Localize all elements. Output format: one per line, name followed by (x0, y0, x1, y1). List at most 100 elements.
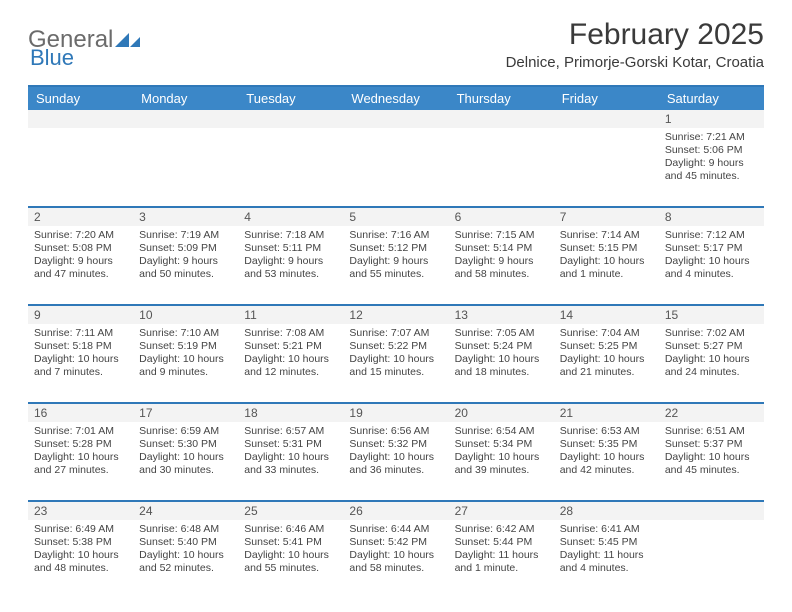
sunrise-text: Sunrise: 6:48 AM (139, 523, 232, 536)
day-cell: Sunrise: 6:49 AMSunset: 5:38 PMDaylight:… (28, 520, 133, 598)
sunrise-text: Sunrise: 6:57 AM (244, 425, 337, 438)
daylight-text: Daylight: 10 hours and 1 minute. (560, 255, 653, 281)
day-number: 21 (554, 404, 659, 422)
sunset-text: Sunset: 5:24 PM (455, 340, 548, 353)
sunrise-text: Sunrise: 7:19 AM (139, 229, 232, 242)
day-number: 6 (449, 208, 554, 226)
sunset-text: Sunset: 5:31 PM (244, 438, 337, 451)
day-number: 13 (449, 306, 554, 324)
day-number: 24 (133, 502, 238, 520)
daylight-text: Daylight: 10 hours and 9 minutes. (139, 353, 232, 379)
day-number-row: 2345678 (28, 206, 764, 226)
day-cell: Sunrise: 7:18 AMSunset: 5:11 PMDaylight:… (238, 226, 343, 304)
day-cell (238, 128, 343, 206)
day-cell (28, 128, 133, 206)
daylight-text: Daylight: 9 hours and 53 minutes. (244, 255, 337, 281)
sunset-text: Sunset: 5:08 PM (34, 242, 127, 255)
sunrise-text: Sunrise: 7:16 AM (349, 229, 442, 242)
day-number (659, 502, 764, 520)
day-cell: Sunrise: 7:20 AMSunset: 5:08 PMDaylight:… (28, 226, 133, 304)
day-number: 15 (659, 306, 764, 324)
day-number: 23 (28, 502, 133, 520)
daylight-text: Daylight: 10 hours and 45 minutes. (665, 451, 758, 477)
day-number: 19 (343, 404, 448, 422)
day-number: 17 (133, 404, 238, 422)
sunset-text: Sunset: 5:38 PM (34, 536, 127, 549)
sunset-text: Sunset: 5:11 PM (244, 242, 337, 255)
day-cell: Sunrise: 7:05 AMSunset: 5:24 PMDaylight:… (449, 324, 554, 402)
sunrise-text: Sunrise: 7:04 AM (560, 327, 653, 340)
day-cell: Sunrise: 6:59 AMSunset: 5:30 PMDaylight:… (133, 422, 238, 500)
sunset-text: Sunset: 5:21 PM (244, 340, 337, 353)
daylight-text: Daylight: 9 hours and 45 minutes. (665, 157, 758, 183)
sunset-text: Sunset: 5:42 PM (349, 536, 442, 549)
day-cell: Sunrise: 6:56 AMSunset: 5:32 PMDaylight:… (343, 422, 448, 500)
sunrise-text: Sunrise: 7:18 AM (244, 229, 337, 242)
sunset-text: Sunset: 5:15 PM (560, 242, 653, 255)
day-number (449, 110, 554, 128)
day-cell: Sunrise: 7:08 AMSunset: 5:21 PMDaylight:… (238, 324, 343, 402)
day-cell: Sunrise: 6:51 AMSunset: 5:37 PMDaylight:… (659, 422, 764, 500)
day-number: 14 (554, 306, 659, 324)
sunset-text: Sunset: 5:18 PM (34, 340, 127, 353)
sunrise-text: Sunrise: 7:05 AM (455, 327, 548, 340)
week-row: Sunrise: 6:49 AMSunset: 5:38 PMDaylight:… (28, 520, 764, 598)
day-number (238, 110, 343, 128)
sunset-text: Sunset: 5:06 PM (665, 144, 758, 157)
day-number: 25 (238, 502, 343, 520)
day-number: 7 (554, 208, 659, 226)
day-number: 10 (133, 306, 238, 324)
day-cell: Sunrise: 7:11 AMSunset: 5:18 PMDaylight:… (28, 324, 133, 402)
day-cell: Sunrise: 6:57 AMSunset: 5:31 PMDaylight:… (238, 422, 343, 500)
day-number: 20 (449, 404, 554, 422)
daylight-text: Daylight: 10 hours and 42 minutes. (560, 451, 653, 477)
day-cell: Sunrise: 7:14 AMSunset: 5:15 PMDaylight:… (554, 226, 659, 304)
day-number-row: 1 (28, 110, 764, 128)
day-cell: Sunrise: 7:02 AMSunset: 5:27 PMDaylight:… (659, 324, 764, 402)
sunrise-text: Sunrise: 7:12 AM (665, 229, 758, 242)
daylight-text: Daylight: 11 hours and 4 minutes. (560, 549, 653, 575)
sunset-text: Sunset: 5:32 PM (349, 438, 442, 451)
week-row: Sunrise: 7:11 AMSunset: 5:18 PMDaylight:… (28, 324, 764, 402)
sunset-text: Sunset: 5:14 PM (455, 242, 548, 255)
day-header-cell: Monday (133, 87, 238, 110)
week-row: Sunrise: 7:01 AMSunset: 5:28 PMDaylight:… (28, 422, 764, 500)
daylight-text: Daylight: 10 hours and 39 minutes. (455, 451, 548, 477)
sunset-text: Sunset: 5:40 PM (139, 536, 232, 549)
sunrise-text: Sunrise: 7:20 AM (34, 229, 127, 242)
sunset-text: Sunset: 5:45 PM (560, 536, 653, 549)
day-cell (449, 128, 554, 206)
daylight-text: Daylight: 10 hours and 30 minutes. (139, 451, 232, 477)
week-row: Sunrise: 7:21 AMSunset: 5:06 PMDaylight:… (28, 128, 764, 206)
logo-word-2: Blue (30, 45, 766, 71)
day-cell: Sunrise: 7:12 AMSunset: 5:17 PMDaylight:… (659, 226, 764, 304)
day-number: 4 (238, 208, 343, 226)
sunset-text: Sunset: 5:37 PM (665, 438, 758, 451)
day-number: 2 (28, 208, 133, 226)
day-number (28, 110, 133, 128)
day-header-cell: Thursday (449, 87, 554, 110)
daylight-text: Daylight: 9 hours and 47 minutes. (34, 255, 127, 281)
day-header-cell: Tuesday (238, 87, 343, 110)
daylight-text: Daylight: 10 hours and 36 minutes. (349, 451, 442, 477)
day-header-cell: Sunday (28, 87, 133, 110)
sunrise-text: Sunrise: 7:01 AM (34, 425, 127, 438)
day-cell: Sunrise: 7:19 AMSunset: 5:09 PMDaylight:… (133, 226, 238, 304)
daylight-text: Daylight: 10 hours and 12 minutes. (244, 353, 337, 379)
calendar-page: General February 2025 Delnice, Primorje-… (0, 0, 792, 608)
daylight-text: Daylight: 10 hours and 7 minutes. (34, 353, 127, 379)
sunset-text: Sunset: 5:44 PM (455, 536, 548, 549)
daylight-text: Daylight: 9 hours and 58 minutes. (455, 255, 548, 281)
daylight-text: Daylight: 10 hours and 24 minutes. (665, 353, 758, 379)
sunrise-text: Sunrise: 6:56 AM (349, 425, 442, 438)
day-header-cell: Friday (554, 87, 659, 110)
day-header-cell: Saturday (659, 87, 764, 110)
day-number: 11 (238, 306, 343, 324)
sunrise-text: Sunrise: 7:08 AM (244, 327, 337, 340)
day-cell (659, 520, 764, 598)
day-cell: Sunrise: 7:21 AMSunset: 5:06 PMDaylight:… (659, 128, 764, 206)
daylight-text: Daylight: 10 hours and 48 minutes. (34, 549, 127, 575)
day-cell: Sunrise: 7:04 AMSunset: 5:25 PMDaylight:… (554, 324, 659, 402)
day-cell (554, 128, 659, 206)
day-cell: Sunrise: 6:44 AMSunset: 5:42 PMDaylight:… (343, 520, 448, 598)
